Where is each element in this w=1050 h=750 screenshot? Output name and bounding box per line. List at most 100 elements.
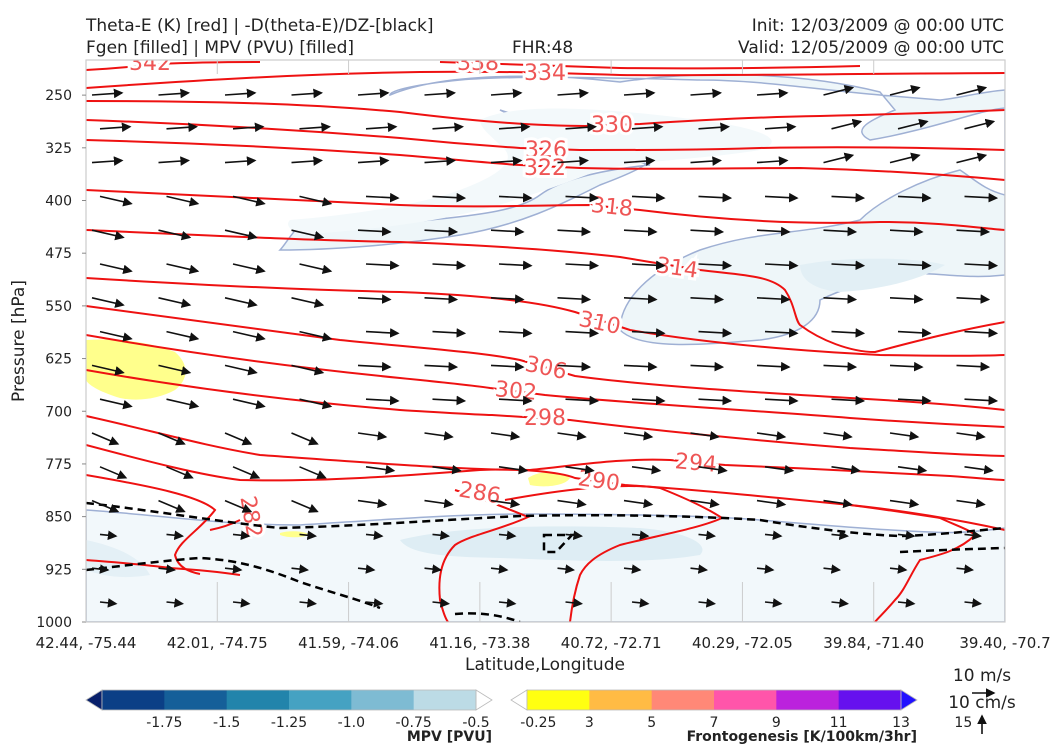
wind-vector: [91, 88, 124, 99]
wind-vector: [690, 564, 708, 574]
theta-e-286-line: [86, 474, 531, 622]
wind-vector: [232, 122, 265, 133]
theta-e-286-right: [504, 484, 725, 622]
theta-e-298-line: [86, 369, 1005, 457]
colorbar-frame: [101, 689, 477, 711]
theta-e-318-line: [86, 189, 1005, 231]
wind-vector: [690, 156, 722, 166]
fgen-colorbar: 3 5 7 9 11 13 15 Frontogenesis [K/100km/3hr]: [510, 689, 972, 745]
x-tick-label: 42.44, -75.44: [36, 634, 137, 652]
wind-vector: [756, 431, 787, 441]
wind-vector: [365, 328, 400, 338]
wind-vector: [166, 598, 184, 608]
theta-e-right-low: [849, 504, 977, 622]
wind-vector: [158, 88, 190, 99]
wind-vector: [490, 361, 525, 372]
wind-vector: [299, 122, 331, 133]
wind-vector: [557, 361, 592, 372]
theta-e-label-322: 322: [524, 156, 566, 181]
colorbar-tick-label: -0.25: [520, 715, 556, 731]
wind-vector: [424, 88, 456, 99]
colorbar-extend-left: [85, 689, 103, 711]
wind-vector: [91, 156, 124, 166]
dtheta-dz-line-right: [899, 546, 1005, 554]
wind-vector: [831, 328, 866, 338]
wind-vector: [631, 328, 666, 338]
y-tick-label: 625: [45, 352, 72, 368]
wind-vector: [764, 598, 783, 608]
wind-vector: [964, 192, 999, 203]
wind-vector: [623, 226, 658, 237]
wind-vector: [823, 361, 858, 372]
theta-e-label-338: 338: [457, 51, 499, 76]
wind-vector: [291, 364, 325, 376]
theta-e-330-line: [86, 100, 1005, 128]
wind-vector: [557, 498, 587, 509]
wind-vector: [498, 328, 533, 338]
wind-vector: [698, 260, 733, 271]
wind-vector: [897, 192, 932, 203]
wind-vector: [158, 432, 186, 446]
wind-vector: [224, 229, 258, 241]
wind-vector: [897, 598, 916, 608]
y-tick-label: 700: [45, 404, 72, 420]
wind-vector: [166, 195, 200, 207]
y-axis-ticks: 250 325 400 475 550 625 700 775 850 925 1000: [36, 88, 86, 631]
wind-vector: [91, 499, 120, 513]
wind-vector: [964, 464, 994, 475]
wind-vector: [565, 260, 600, 271]
mpv-colorbar-label: MPV [PVU]: [407, 729, 492, 745]
wind-vector: [831, 598, 849, 608]
theta-e-302-line: [86, 334, 1005, 428]
wind-vector: [357, 564, 376, 574]
init-time: Init: 12/03/2009 @ 00:00 UTC: [752, 16, 1004, 36]
wind-vector: [432, 328, 467, 338]
wind-vector: [831, 395, 866, 406]
colorbar-tick-label: 15: [954, 715, 972, 731]
wind-vector: [365, 395, 400, 406]
wind-vector: [299, 466, 327, 480]
wind-vector: [690, 498, 720, 509]
y-axis-label: Pressure [hPa]: [9, 280, 29, 402]
wind-vector: [166, 466, 194, 480]
colorbar-tick-label: 7: [710, 715, 719, 731]
wind-vector: [357, 294, 392, 304]
x-tick-label: 42.01, -74.75: [167, 634, 268, 652]
colorbar-segment: [351, 690, 415, 710]
plot-frame: [85, 59, 1006, 623]
wind-vector: [432, 530, 450, 541]
wind-vector: [299, 530, 317, 541]
wind-vectors: [91, 84, 999, 608]
wind-vector: [631, 122, 664, 133]
theta-e-label-334: 334: [524, 61, 566, 86]
wind-vector: [897, 530, 916, 541]
theta-e-338-line: [439, 61, 861, 70]
wind-vector: [889, 226, 924, 237]
y-tick-label: 550: [45, 299, 72, 315]
wind-vector: [498, 260, 533, 271]
fhr-label: FHR:48: [512, 38, 573, 58]
wind-vector: [166, 263, 200, 275]
wind-vector: [764, 395, 799, 406]
wind-vector: [99, 466, 128, 480]
colorbar-tick-label: -1.75: [146, 715, 182, 731]
wind-vector: [823, 564, 841, 574]
wind-vector: [232, 330, 266, 342]
wind-vector: [424, 431, 454, 441]
theta-e-294-line: [86, 415, 1005, 481]
wind-vector: [623, 564, 642, 574]
wind-vector: [99, 598, 118, 608]
wind-vector: [964, 395, 999, 406]
x-tick-label: 40.29, -72.05: [692, 634, 793, 652]
wind-vector: [432, 395, 467, 406]
wind-vector: [365, 464, 396, 475]
wind-vector: [964, 530, 982, 541]
theta-e-310-line: [86, 277, 1005, 357]
wind-vector: [291, 156, 323, 166]
theta-e-contours: [86, 61, 1005, 622]
wind-vector: [631, 192, 666, 203]
wind-vector: [889, 84, 921, 96]
theta-e-306-line: [86, 305, 1005, 411]
colorbar-segment: [527, 690, 590, 710]
